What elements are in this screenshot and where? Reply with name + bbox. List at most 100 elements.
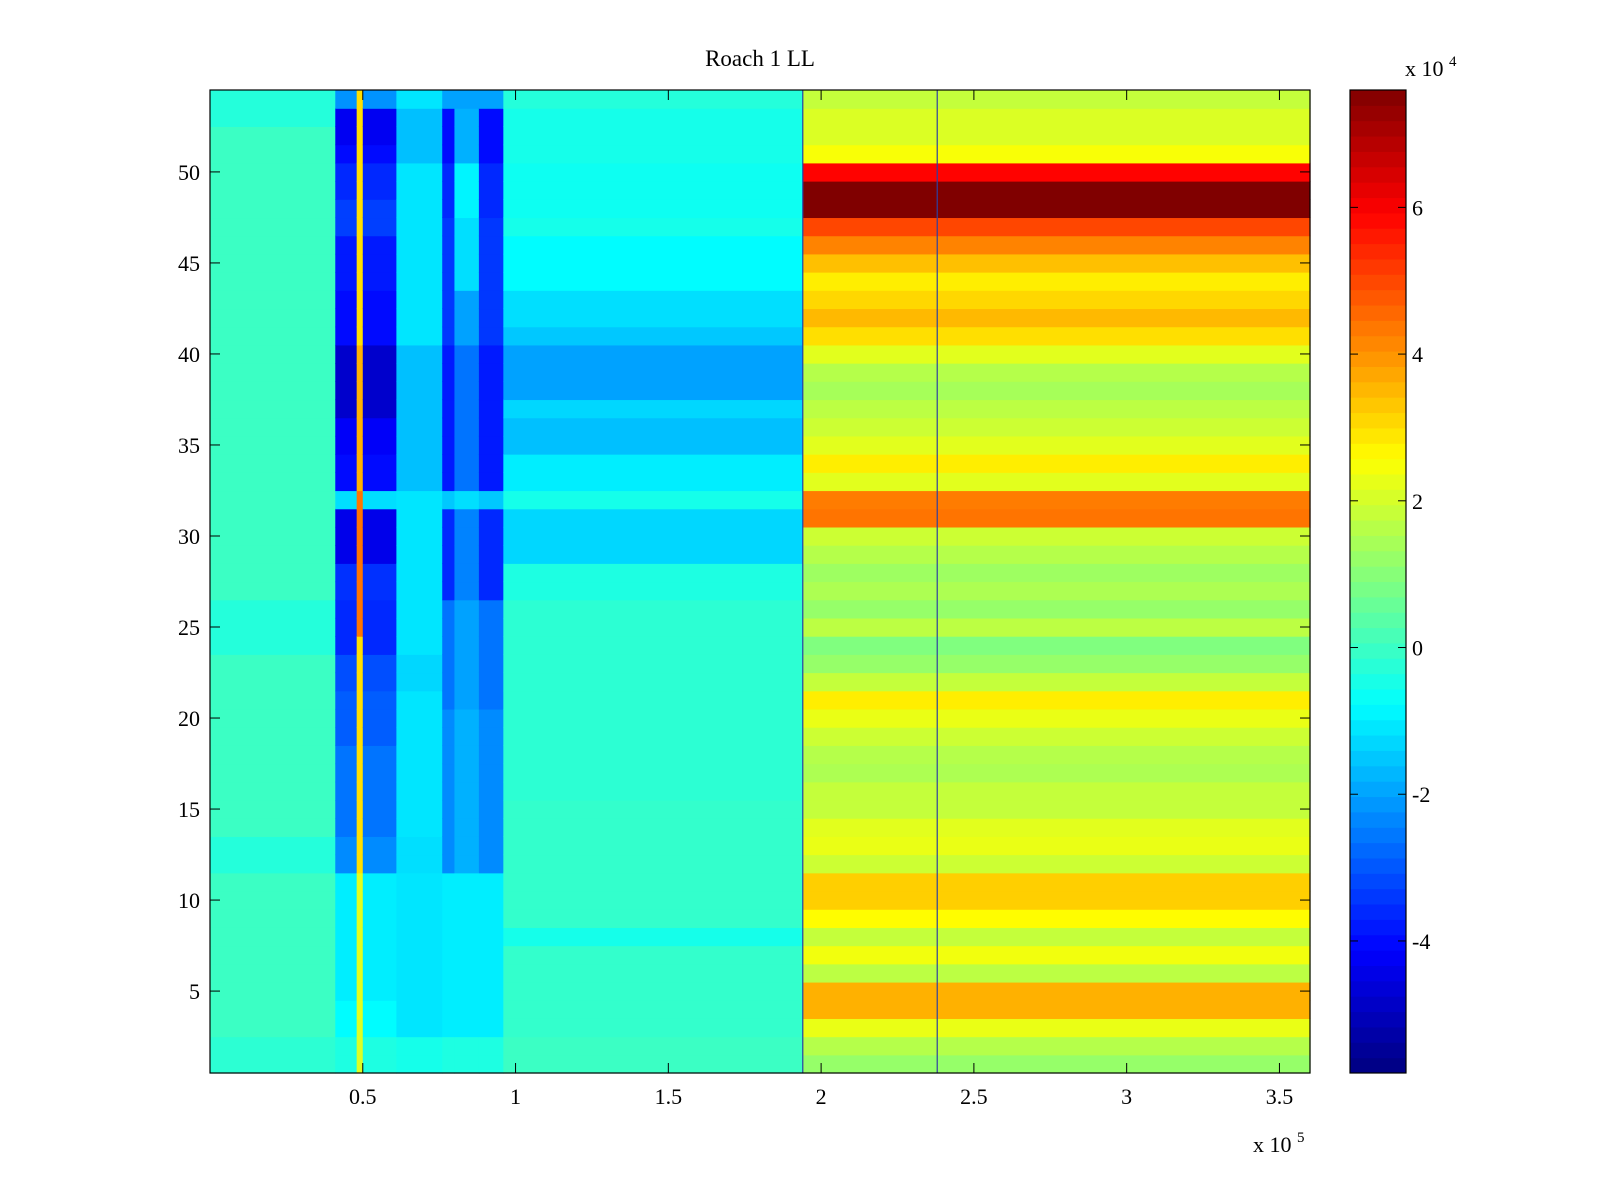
heatmap-cells <box>210 90 1311 1074</box>
heatmap-cell <box>454 108 480 127</box>
heatmap-cell <box>802 799 1311 819</box>
x-tick-label: 2.5 <box>960 1084 988 1109</box>
colorbar-step <box>1350 857 1406 874</box>
heatmap-cell <box>503 108 804 127</box>
heatmap-cell <box>396 126 443 146</box>
heatmap-cell <box>478 1036 504 1056</box>
heatmap-cell <box>335 90 358 109</box>
colorbar-step <box>1350 750 1406 767</box>
colorbar-step <box>1350 796 1406 813</box>
heatmap-cell <box>454 199 480 219</box>
heatmap-cell <box>396 799 443 819</box>
heatmap-cell <box>802 272 1311 291</box>
colorbar-step <box>1350 504 1406 521</box>
heatmap-cell <box>454 272 480 291</box>
heatmap-cell <box>454 381 480 401</box>
heatmap-cell <box>442 945 456 965</box>
heatmap-cell <box>478 272 504 291</box>
heatmap-cell <box>396 690 443 710</box>
heatmap-cell <box>503 545 804 564</box>
heatmap-cell <box>802 872 1311 892</box>
heatmap-cell <box>356 181 364 200</box>
heatmap-cell <box>362 763 397 783</box>
heatmap-cell <box>442 890 456 910</box>
heatmap-cell <box>396 745 443 765</box>
heatmap-cell <box>503 490 804 510</box>
heatmap-cell <box>442 763 456 783</box>
heatmap-cell <box>356 781 364 801</box>
heatmap-cell <box>356 818 364 837</box>
colorbar-step <box>1350 781 1406 798</box>
heatmap-cell <box>356 1000 364 1019</box>
heatmap-cell <box>396 781 443 801</box>
heatmap-cell <box>802 1054 1311 1074</box>
heatmap-cell <box>442 690 456 710</box>
heatmap-cell <box>335 745 358 765</box>
heatmap-cell <box>335 253 358 273</box>
heatmap-cell <box>802 890 1311 910</box>
colorbar-step <box>1350 243 1406 260</box>
heatmap-cell <box>362 909 397 928</box>
heatmap-cell <box>442 381 456 401</box>
heatmap-cell <box>210 836 336 856</box>
heatmap-cell <box>503 399 804 419</box>
heatmap-cell <box>335 308 358 328</box>
heatmap-cell <box>503 454 804 473</box>
heatmap-cell <box>396 708 443 728</box>
heatmap-cell <box>503 745 804 765</box>
heatmap-cell <box>802 672 1311 692</box>
heatmap-cell <box>210 435 336 455</box>
heatmap-cell <box>802 945 1311 965</box>
heatmap-cell <box>503 854 804 874</box>
heatmap-cell <box>356 563 364 583</box>
heatmap-cell <box>802 690 1311 710</box>
heatmap-cell <box>335 909 358 928</box>
colorbar-step <box>1350 197 1406 214</box>
heatmap-cell <box>454 1000 480 1019</box>
heatmap-cell <box>454 363 480 382</box>
heatmap-cell <box>210 690 336 710</box>
heatmap-cell <box>356 690 364 710</box>
heatmap-cell <box>442 235 456 255</box>
heatmap-cell <box>362 454 397 473</box>
heatmap-cell <box>396 253 443 273</box>
heatmap-cell <box>356 253 364 273</box>
heatmap-cell <box>356 927 364 947</box>
heatmap-cell <box>335 508 358 528</box>
heatmap-cell <box>356 235 364 255</box>
colorbar-step <box>1350 335 1406 352</box>
heatmap-cell <box>335 290 358 310</box>
heatmap-cell <box>802 217 1311 237</box>
heatmap-cell <box>802 399 1311 419</box>
heatmap-cell <box>362 636 397 655</box>
heatmap-cell <box>503 326 804 346</box>
heatmap-cell <box>478 545 504 564</box>
heatmap-cell <box>478 162 504 182</box>
heatmap-cell <box>396 654 443 674</box>
heatmap-cell <box>362 690 397 710</box>
heatmap-cell <box>335 545 358 564</box>
heatmap-cell <box>356 290 364 310</box>
heatmap-cell <box>802 417 1311 437</box>
heatmap-cell <box>362 599 397 619</box>
heatmap-cell <box>454 763 480 783</box>
heatmap-cell <box>478 945 504 965</box>
colorbar-step <box>1350 1026 1406 1043</box>
heatmap-cell <box>356 727 364 746</box>
heatmap-cell <box>362 108 397 127</box>
colorbar-step <box>1350 566 1406 582</box>
colorbar-step <box>1350 381 1406 398</box>
heatmap-cell <box>396 526 443 546</box>
colorbar-step <box>1350 950 1406 966</box>
colorbar-step <box>1350 596 1406 613</box>
heatmap-cell <box>210 799 336 819</box>
heatmap-cell <box>442 599 456 619</box>
heatmap-cell <box>356 199 364 219</box>
colorbar-tick-label: 2 <box>1412 489 1423 514</box>
x-tick-label: 3.5 <box>1266 1084 1294 1109</box>
heatmap-cell <box>362 344 397 364</box>
heatmap-cell <box>396 308 443 328</box>
heatmap-cell <box>454 326 480 346</box>
heatmap-cell <box>478 290 504 310</box>
heatmap-cell <box>396 344 443 364</box>
